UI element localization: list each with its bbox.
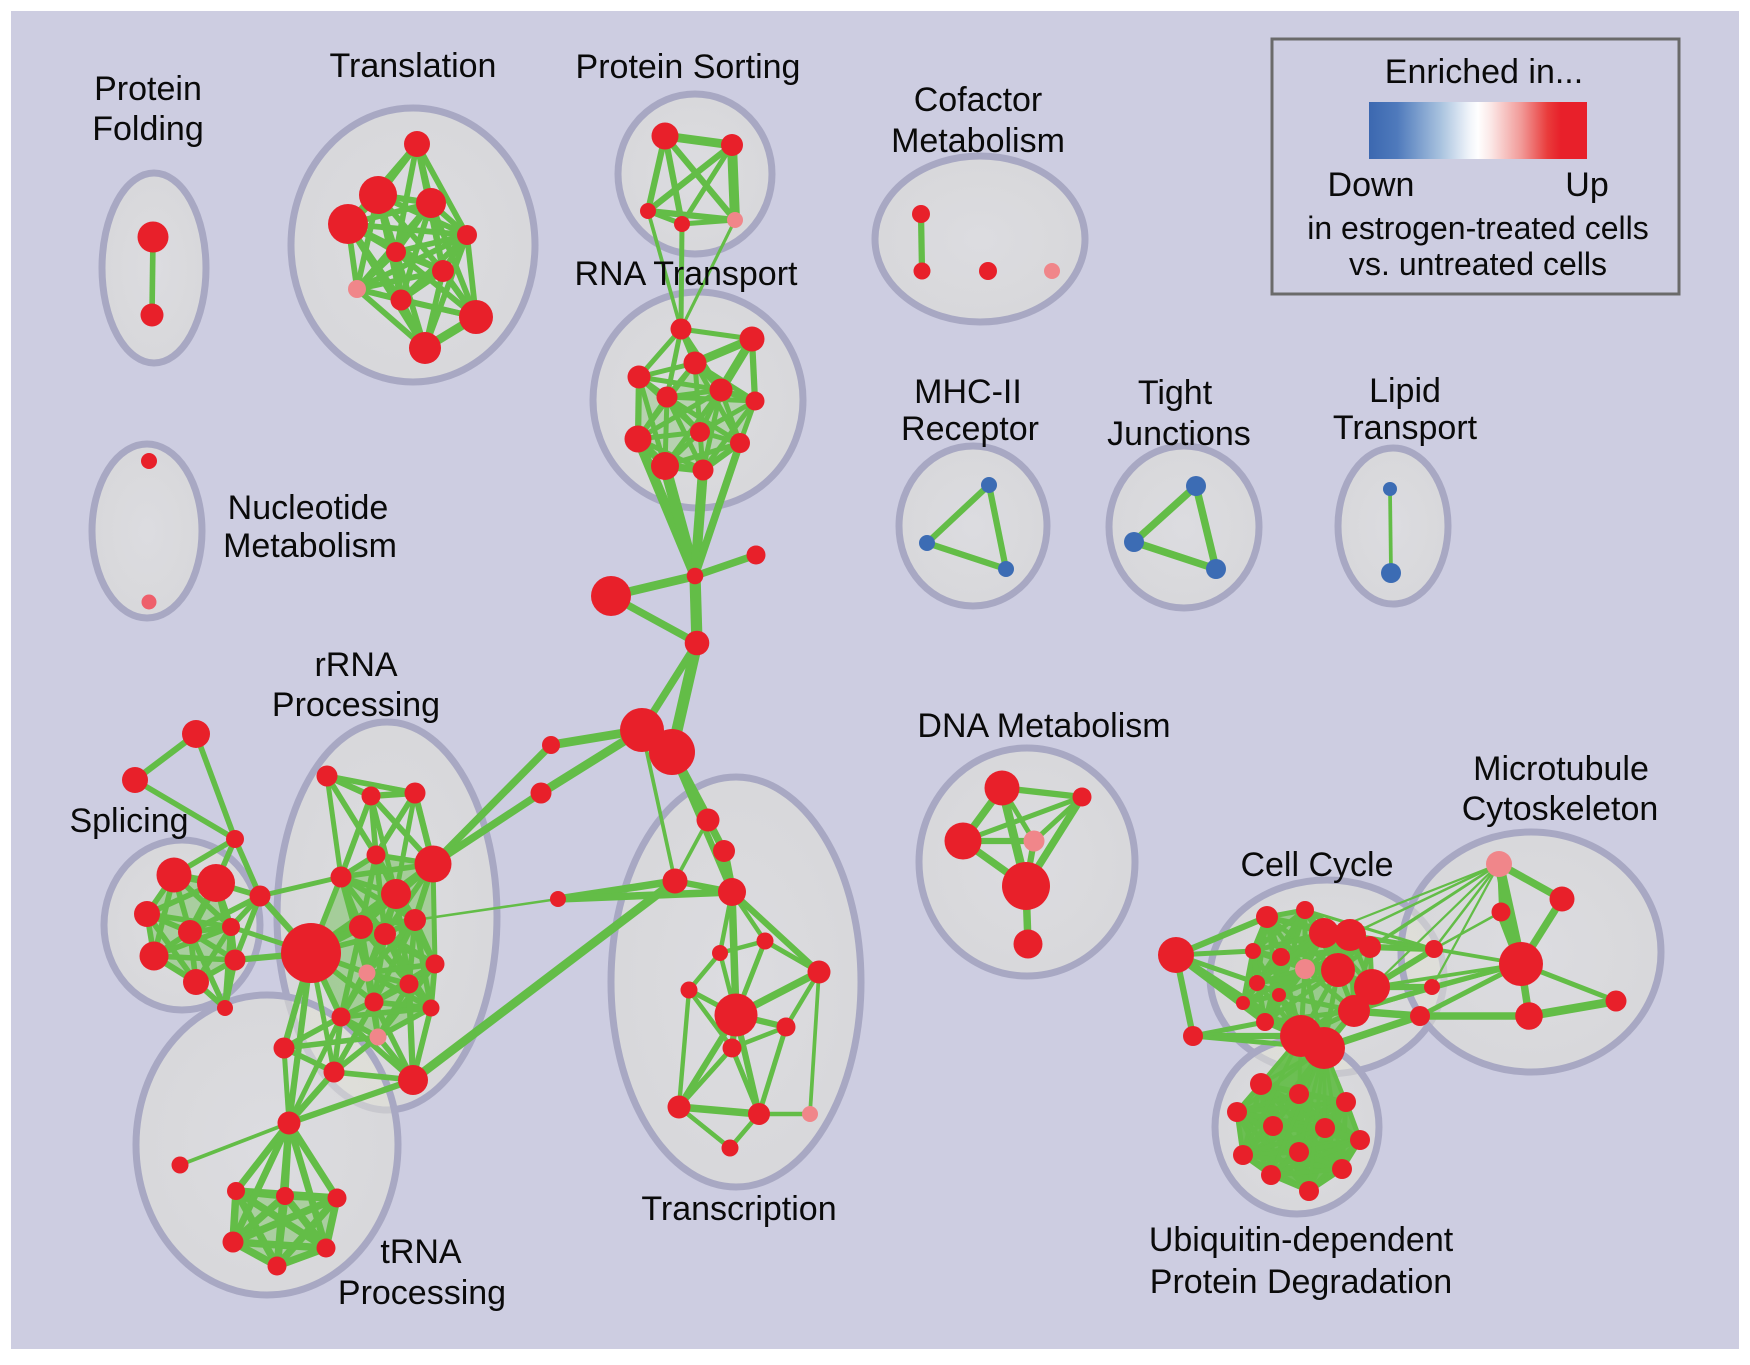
svg-text:Processing: Processing: [272, 686, 440, 724]
svg-text:Receptor: Receptor: [901, 410, 1039, 448]
svg-text:Microtubule: Microtubule: [1473, 750, 1649, 788]
svg-text:Protein Sorting: Protein Sorting: [576, 48, 801, 86]
svg-text:Down: Down: [1328, 166, 1415, 204]
svg-text:tRNA: tRNA: [380, 1233, 462, 1271]
svg-text:Cofactor: Cofactor: [914, 81, 1043, 119]
svg-text:Transport: Transport: [1333, 409, 1478, 447]
svg-text:Splicing: Splicing: [69, 802, 188, 840]
svg-text:Protein: Protein: [94, 70, 202, 108]
svg-text:DNA Metabolism: DNA Metabolism: [917, 707, 1170, 745]
svg-text:Folding: Folding: [92, 110, 204, 148]
svg-text:RNA Transport: RNA Transport: [575, 255, 799, 293]
svg-text:Up: Up: [1565, 166, 1608, 204]
svg-text:Cell Cycle: Cell Cycle: [1240, 846, 1393, 884]
svg-text:Processing: Processing: [338, 1274, 506, 1312]
svg-text:Cytoskeleton: Cytoskeleton: [1462, 790, 1659, 828]
svg-text:Lipid: Lipid: [1369, 372, 1441, 410]
svg-text:Tight: Tight: [1138, 374, 1213, 412]
svg-text:Protein Degradation: Protein Degradation: [1150, 1263, 1452, 1301]
svg-text:Junctions: Junctions: [1107, 415, 1251, 453]
svg-text:rRNA: rRNA: [314, 646, 397, 684]
svg-text:Translation: Translation: [330, 47, 497, 85]
svg-text:in estrogen-treated cells: in estrogen-treated cells: [1307, 210, 1649, 246]
svg-text:vs. untreated cells: vs. untreated cells: [1349, 246, 1607, 282]
svg-text:Enriched in...: Enriched in...: [1385, 53, 1583, 91]
svg-text:Ubiquitin-dependent: Ubiquitin-dependent: [1149, 1221, 1454, 1259]
svg-text:Metabolism: Metabolism: [223, 527, 397, 565]
svg-text:Metabolism: Metabolism: [891, 122, 1065, 160]
svg-text:Nucleotide: Nucleotide: [228, 489, 389, 527]
svg-text:Transcription: Transcription: [641, 1190, 836, 1228]
svg-text:MHC-II: MHC-II: [914, 373, 1022, 411]
